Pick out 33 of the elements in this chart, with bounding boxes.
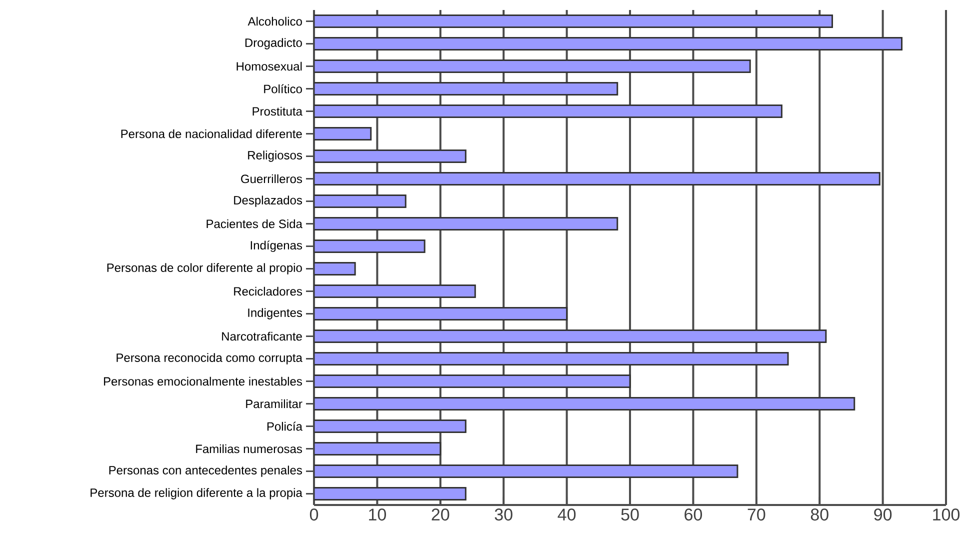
y-tick-label: Personas de color diferente al propio [107, 263, 302, 274]
x-tick-label: 0 [310, 508, 318, 521]
y-tick-label: Drogadicto [245, 38, 302, 50]
y-tick-label: Indigentes [248, 308, 302, 320]
y-tick-label: Guerrilleros [241, 174, 302, 184]
x-tick-label: 20 [432, 508, 450, 521]
y-tick-label: Personas con antecedentes penales [109, 466, 302, 477]
y-tick-label: Político [264, 84, 302, 94]
y-tick-label: Policía [267, 422, 302, 431]
y-tick-label: Pacientes de Sida [206, 219, 302, 228]
x-tick-label: 100 [933, 508, 960, 521]
x-tick-label: 80 [810, 508, 828, 521]
x-tick-label: 50 [621, 508, 639, 521]
y-tick-label: Homosexual [236, 62, 302, 71]
y-tick-label: Persona de nacionalidad diferente [121, 129, 302, 138]
x-tick-label: 10 [369, 508, 386, 521]
y-tick-label: Desplazados [234, 196, 302, 207]
y-tick-label: Paramilitar [246, 399, 302, 408]
y-tick-label: Personas emocionalmente inestables [104, 376, 302, 386]
x-tick-label: 90 [874, 508, 892, 521]
y-tick-label: Persona de religion diferente a la propia [90, 488, 302, 500]
y-tick-label: Familias numerosas [196, 444, 302, 454]
y-tick-label: Narcotraficante [222, 332, 302, 341]
y-tick-label: Religiosos [248, 150, 302, 162]
y-tick-label: Indígenas [250, 240, 302, 252]
x-tick-label: 60 [684, 508, 702, 521]
y-tick-label: Prostituta [252, 106, 302, 116]
x-tick-label: 40 [558, 508, 576, 521]
x-tick-label: 30 [494, 508, 512, 521]
y-tick-label: Persona reconocida como corrupta [116, 353, 302, 364]
y-tick-label: Recicladores [234, 286, 302, 296]
y-tick-label: Alcoholico [248, 16, 302, 26]
x-tick-label: 70 [748, 508, 766, 521]
